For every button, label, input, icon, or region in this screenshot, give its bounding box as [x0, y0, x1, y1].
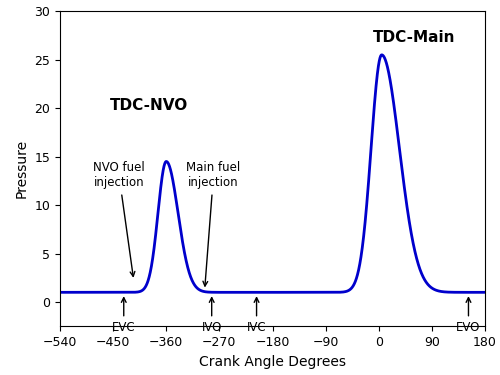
Y-axis label: Pressure: Pressure — [15, 139, 29, 198]
Text: EVO: EVO — [456, 298, 480, 334]
Text: Main fuel
injection: Main fuel injection — [186, 162, 240, 286]
Text: EVC: EVC — [112, 298, 136, 334]
Text: IVC: IVC — [247, 298, 266, 334]
Text: TDC-Main: TDC-Main — [373, 30, 456, 45]
Text: NVO fuel
injection: NVO fuel injection — [93, 162, 145, 276]
Text: TDC-NVO: TDC-NVO — [110, 98, 188, 113]
X-axis label: Crank Angle Degrees: Crank Angle Degrees — [199, 354, 346, 369]
Text: IVO: IVO — [202, 298, 222, 334]
